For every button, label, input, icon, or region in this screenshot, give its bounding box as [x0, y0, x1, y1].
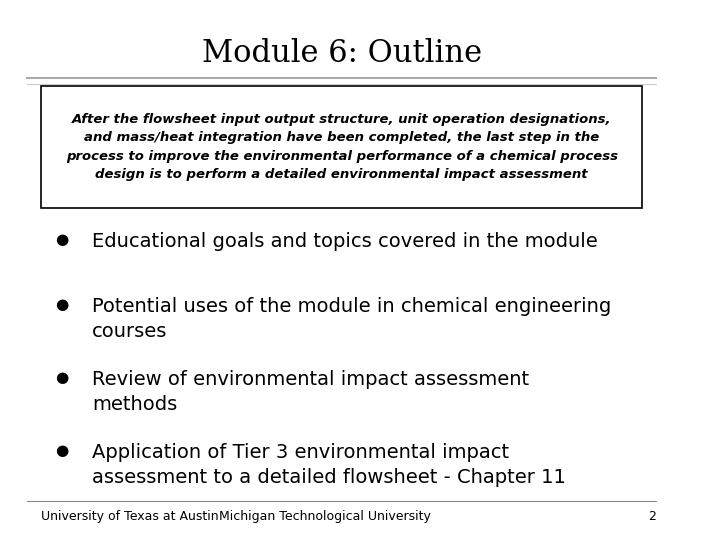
- Text: Potential uses of the module in chemical engineering
courses: Potential uses of the module in chemical…: [92, 297, 611, 341]
- Text: 2: 2: [648, 510, 656, 523]
- Text: ●: ●: [55, 443, 68, 458]
- FancyBboxPatch shape: [41, 86, 642, 208]
- Text: ●: ●: [55, 297, 68, 312]
- Text: University of Texas at Austin: University of Texas at Austin: [41, 510, 219, 523]
- Text: ●: ●: [55, 232, 68, 247]
- Text: After the flowsheet input output structure, unit operation designations,
and mas: After the flowsheet input output structu…: [66, 113, 618, 181]
- Text: Application of Tier 3 environmental impact
assessment to a detailed flowsheet - : Application of Tier 3 environmental impa…: [92, 443, 566, 487]
- Text: ●: ●: [55, 370, 68, 385]
- Text: Module 6: Outline: Module 6: Outline: [202, 38, 482, 69]
- Text: Review of environmental impact assessment
methods: Review of environmental impact assessmen…: [92, 370, 529, 414]
- Text: Educational goals and topics covered in the module: Educational goals and topics covered in …: [92, 232, 598, 251]
- Text: Michigan Technological University: Michigan Technological University: [219, 510, 431, 523]
